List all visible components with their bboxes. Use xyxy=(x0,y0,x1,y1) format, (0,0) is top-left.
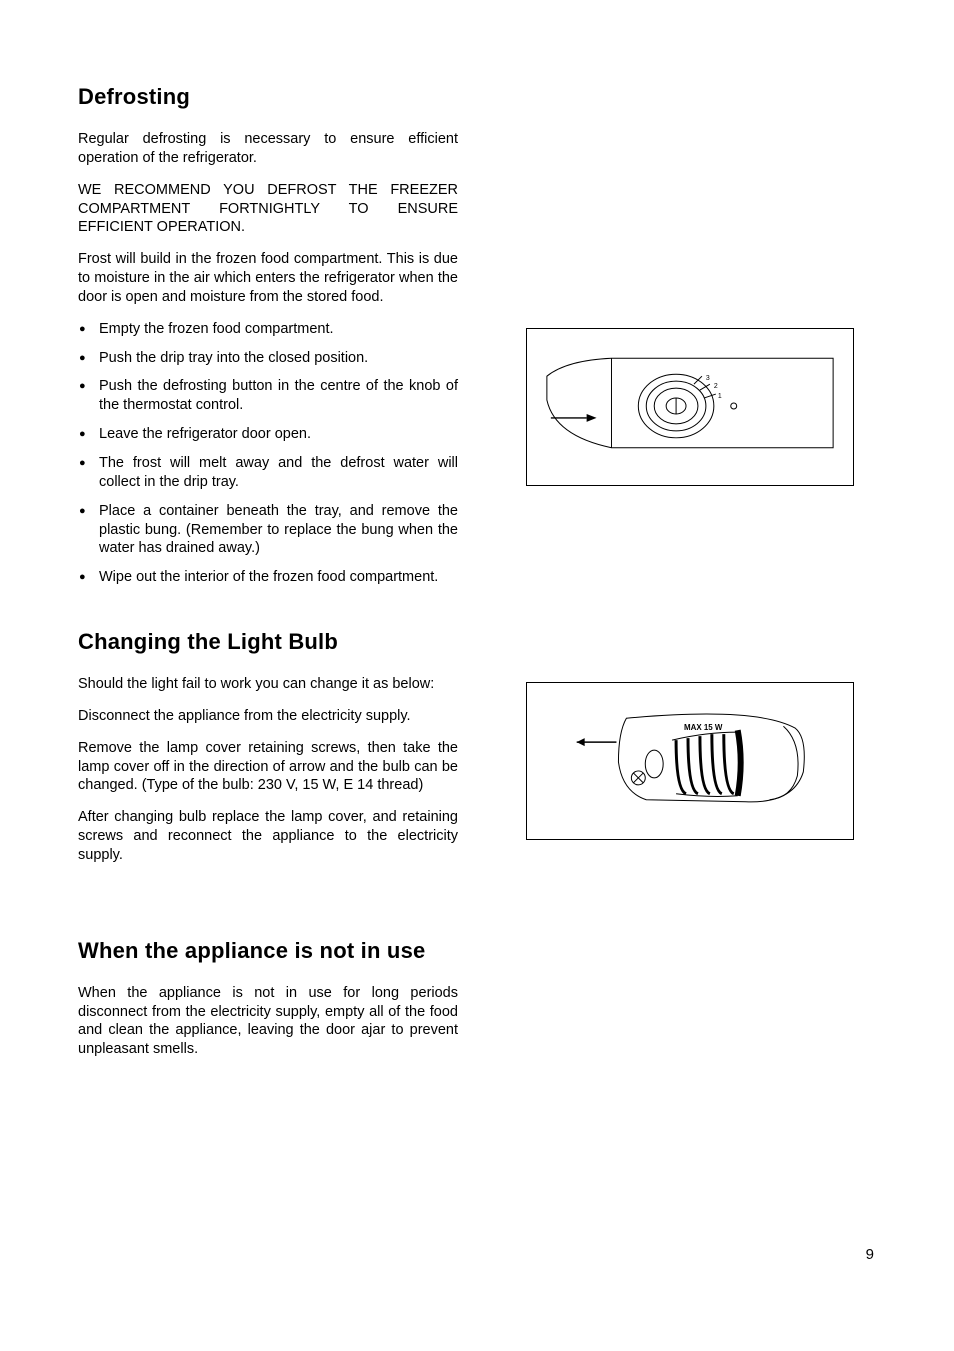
figure-lamp-cover: MAX 15 W xyxy=(526,682,854,840)
paragraph: Should the light fail to work you can ch… xyxy=(78,675,458,694)
two-column-layout: Defrosting Regular defrosting is necessa… xyxy=(78,84,876,1072)
document-page: Defrosting Regular defrosting is necessa… xyxy=(0,0,954,1351)
page-number: 9 xyxy=(866,1246,874,1263)
paragraph: After changing bulb replace the lamp cov… xyxy=(78,808,458,865)
paragraph: Remove the lamp cover retaining screws, … xyxy=(78,739,458,796)
max-wattage-label: MAX 15 W xyxy=(684,723,723,732)
list-item: Push the drip tray into the closed posit… xyxy=(78,349,458,368)
list-item: Push the defrosting button in the centre… xyxy=(78,377,458,415)
thermostat-knob-icon: 3 2 1 xyxy=(527,328,853,486)
text-column: Defrosting Regular defrosting is necessa… xyxy=(78,84,458,1072)
svg-text:3: 3 xyxy=(706,375,710,382)
figure-thermostat-knob: 3 2 1 xyxy=(526,328,854,486)
heading-defrosting: Defrosting xyxy=(78,84,458,110)
paragraph: When the appliance is not in use for lon… xyxy=(78,984,458,1059)
paragraph: Regular defrosting is necessary to ensur… xyxy=(78,130,458,168)
paragraph: Disconnect the appliance from the electr… xyxy=(78,707,458,726)
defrosting-steps-list: Empty the frozen food compartment. Push … xyxy=(78,320,458,587)
heading-light-bulb: Changing the Light Bulb xyxy=(78,629,458,655)
list-item: The frost will melt away and the defrost… xyxy=(78,454,458,492)
list-item: Empty the frozen food compartment. xyxy=(78,320,458,339)
heading-not-in-use: When the appliance is not in use xyxy=(78,938,458,964)
svg-text:2: 2 xyxy=(714,383,718,390)
list-item: Leave the refrigerator door open. xyxy=(78,425,458,444)
figure-column: 3 2 1 xyxy=(526,84,856,1072)
list-item: Place a container beneath the tray, and … xyxy=(78,502,458,559)
svg-text:1: 1 xyxy=(718,393,722,400)
paragraph: Frost will build in the frozen food comp… xyxy=(78,250,458,307)
lamp-cover-icon: MAX 15 W xyxy=(527,682,853,840)
list-item: Wipe out the interior of the frozen food… xyxy=(78,568,458,587)
paragraph-recommendation: WE RECOMMEND YOU DEFROST THE FREEZER COM… xyxy=(78,181,458,238)
